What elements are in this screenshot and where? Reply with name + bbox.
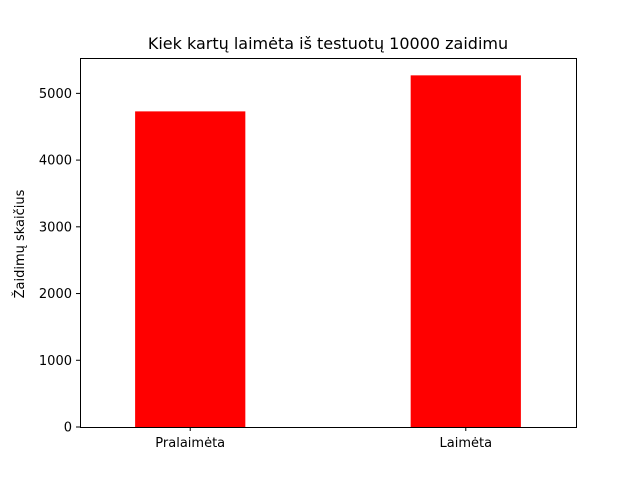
x-tick-label: Laimėta: [440, 436, 493, 451]
y-tick-label: 4000: [39, 154, 72, 169]
y-ticks-layer: 0 1000 2000 3000 4000 5000: [39, 87, 80, 436]
plot-frame: [80, 58, 577, 428]
y-tick-label: 5000: [39, 87, 72, 102]
y-tick-label: 1000: [39, 354, 72, 369]
chart-title: Kiek kartų laimėta iš testuotų 10000 zai…: [148, 34, 508, 53]
x-tick-label: Pralaimėta: [155, 436, 225, 451]
bar-1: [410, 75, 521, 428]
y-axis-label: Žaidimų skaičius: [12, 189, 28, 298]
bar-0: [135, 111, 246, 427]
bars-layer: [135, 75, 521, 428]
y-tick-label: 3000: [39, 220, 72, 235]
y-tick-label: 0: [64, 421, 72, 436]
y-tick-label: 2000: [39, 287, 72, 302]
x-ticks-layer: Pralaimėta Laimėta: [155, 427, 492, 451]
